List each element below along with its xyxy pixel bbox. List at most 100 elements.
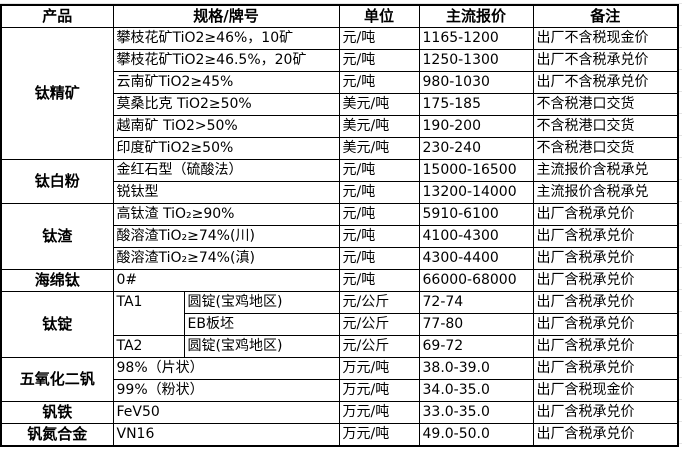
table-row: 酸溶渣TiO₂≥74%(川) 元/吨 4100-4300 出厂含税承兑价	[1, 225, 679, 248]
spec-cell: 金红石型（硫酸法）	[112, 159, 340, 182]
unit-cell: 万元/吨	[338, 357, 420, 380]
spec-cell: 酸溶渣TiO₂≥74%(滇)	[112, 247, 340, 270]
price-cell: 13200-14000	[418, 181, 534, 204]
price-cell: 5910-6100	[418, 203, 534, 226]
price-cell: 69-72	[418, 335, 534, 358]
unit-cell: 元/吨	[338, 225, 420, 248]
spec-cell: 莫桑比克 TiO2≥50%	[112, 93, 340, 116]
table-row: EB板坯 元/公斤 77-80 出厂含税承兑价	[1, 313, 679, 336]
note-cell: 不含税港口交货	[532, 115, 679, 138]
note-cell: 出厂不含税现金价	[532, 27, 679, 50]
product-cell: 钒铁	[0, 401, 114, 424]
spec-cell: 印度矿TiO2≥50%	[112, 137, 340, 160]
header-unit: 单位	[338, 4, 420, 28]
price-cell: 980-1030	[418, 71, 534, 94]
spec-cell: 高钛渣 TiO₂≥90%	[112, 203, 340, 226]
note-cell: 出厂含税承兑价	[532, 247, 679, 270]
unit-cell: 万元/吨	[338, 379, 420, 402]
price-cell: 49.0-50.0	[418, 423, 534, 447]
table-row: 钛白粉 金红石型（硫酸法） 元/吨 15000-16500 主流报价含税承兑	[0, 159, 679, 204]
note-cell: 出厂含税承兑价	[532, 203, 679, 226]
price-cell: 77-80	[418, 313, 534, 336]
note-cell: 出厂含税承兑价	[532, 335, 679, 358]
table-row: 莫桑比克 TiO2≥50% 美元/吨 175-185 不含税港口交货	[1, 93, 679, 116]
unit-cell: 元/吨	[338, 203, 420, 226]
header-product: 产品	[0, 4, 114, 28]
spec-cell: 锐钛型	[112, 181, 340, 204]
note-cell: 不含税港口交货	[532, 93, 679, 116]
price-cell: 34.0-35.0	[418, 379, 534, 402]
unit-cell: 美元/吨	[338, 137, 420, 160]
spec-cell: 0#	[112, 269, 340, 292]
note-cell: 出厂含税承兑价	[532, 269, 679, 292]
note-cell: 出厂含税承兑价	[532, 423, 679, 447]
note-cell: 主流报价含税承兑	[532, 181, 679, 204]
unit-cell: 美元/吨	[338, 115, 420, 138]
table-row: 云南矿TiO2≥45% 元/吨 980-1030 出厂不含税承兑价	[1, 71, 679, 94]
grade-cell: TA2	[112, 335, 185, 358]
price-cell: 72-74	[418, 291, 534, 314]
spec-cell: 云南矿TiO2≥45%	[112, 71, 340, 94]
price-cell: 175-185	[418, 93, 534, 116]
price-cell: 33.0-35.0	[418, 401, 534, 424]
note-cell: 出厂不含税承兑价	[532, 71, 679, 94]
product-cell: 海绵钛	[0, 269, 114, 292]
spec-cell: 越南矿 TiO2>50%	[112, 115, 340, 138]
table-row: 钒氮合金 VN16 万元/吨 49.0-50.0 出厂含税承兑价	[0, 423, 679, 447]
product-cell: 五氧化二钒	[0, 357, 114, 402]
header-spec: 规格/牌号	[112, 4, 340, 28]
unit-cell: 元/吨	[338, 49, 420, 72]
table-row: 海绵钛 0# 元/吨 66000-68000 出厂含税承兑价	[0, 269, 679, 292]
unit-cell: 元/吨	[338, 71, 420, 94]
price-cell: 4100-4300	[418, 225, 534, 248]
note-cell: 出厂含税承兑价	[532, 401, 679, 424]
note-cell: 出厂含税承兑价	[532, 291, 679, 314]
table-row: 99%（粉状） 万元/吨 34.0-35.0 出厂含税现金价	[1, 379, 679, 402]
spec-cell: FeV50	[112, 401, 340, 424]
unit-cell: 美元/吨	[338, 93, 420, 116]
product-cell: 钛渣	[0, 203, 114, 270]
price-cell: 1250-1300	[418, 49, 534, 72]
form-cell: 圆锭(宝鸡地区)	[183, 291, 340, 314]
form-cell: 圆锭(宝鸡地区)	[183, 335, 340, 358]
header-price: 主流报价	[418, 4, 534, 28]
price-cell: 230-240	[418, 137, 534, 160]
table-row: 钛锭 TA1 圆锭(宝鸡地区) 元/公斤 72-74 出厂含税承兑价	[0, 291, 679, 358]
unit-cell: 元/吨	[338, 181, 420, 204]
price-cell: 15000-16500	[418, 159, 534, 182]
spec-cell: VN16	[112, 423, 340, 447]
unit-cell: 万元/吨	[338, 423, 420, 447]
unit-cell: 元/吨	[338, 269, 420, 292]
note-cell: 出厂含税承兑价	[532, 357, 679, 380]
note-cell: 出厂含税承兑价	[532, 313, 679, 336]
table-row: 攀枝花矿TiO2≥46.5%，20矿 元/吨 1250-1300 出厂不含税承兑价	[1, 49, 679, 72]
product-cell: 钛白粉	[0, 159, 114, 204]
spec-cell: 攀枝花矿TiO2≥46.5%，20矿	[112, 49, 340, 72]
price-cell: 38.0-39.0	[418, 357, 534, 380]
note-cell: 主流报价含税承兑	[532, 159, 679, 182]
header-note: 备注	[532, 4, 679, 28]
unit-cell: 元/公斤	[338, 313, 420, 336]
table-row: 印度矿TiO2≥50% 美元/吨 230-240 不含税港口交货	[1, 137, 679, 160]
price-cell: 4300-4400	[418, 247, 534, 270]
grade-cell: TA1	[112, 291, 185, 336]
table-row: 越南矿 TiO2>50% 美元/吨 190-200 不含税港口交货	[1, 115, 679, 138]
unit-cell: 元/公斤	[338, 335, 420, 358]
note-cell: 出厂含税现金价	[532, 379, 679, 402]
price-cell: 190-200	[418, 115, 534, 138]
product-cell: 钛精矿	[0, 27, 114, 160]
unit-cell: 元/公斤	[338, 291, 420, 314]
price-table: 产品 规格/牌号 单位 主流报价 备注 钛精矿 攀枝花矿TiO2≥46%，10矿元…	[0, 4, 679, 447]
note-cell: 出厂含税承兑价	[532, 225, 679, 248]
product-cell: 钛锭	[0, 291, 114, 358]
note-cell: 出厂不含税承兑价	[532, 49, 679, 72]
form-cell: EB板坯	[183, 313, 340, 336]
table-row: 钛精矿 攀枝花矿TiO2≥46%，10矿 元/吨 1165-1200 出厂不含税现金价	[0, 27, 679, 160]
unit-cell: 万元/吨	[338, 401, 420, 424]
table-row: 五氧化二钒 98%（片状） 万元/吨 38.0-39.0 出厂含税承兑价	[0, 357, 679, 402]
header-row: 产品 规格/牌号 单位 主流报价 备注	[0, 4, 679, 28]
spec-cell: 酸溶渣TiO₂≥74%(川)	[112, 225, 340, 248]
spec-cell: 98%（片状）	[112, 357, 340, 380]
unit-cell: 元/吨	[338, 247, 420, 270]
note-cell: 不含税港口交货	[532, 137, 679, 160]
